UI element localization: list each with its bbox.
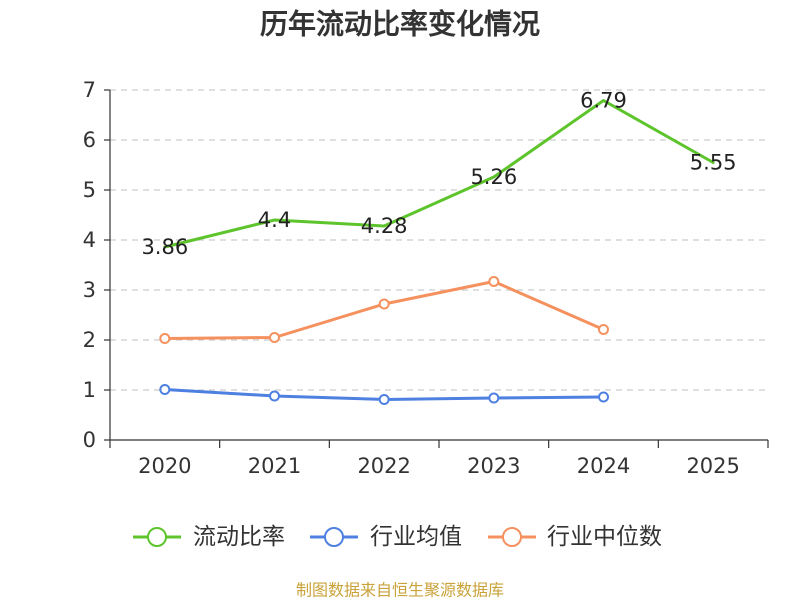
legend-item-1[interactable]: 行业均值	[310, 524, 462, 550]
x-tick-label: 2022	[357, 454, 410, 478]
axes: 0 1 2 3 4 5 6 7 2020 2021 2022 2023 2024 2025	[83, 78, 769, 478]
series-1-point-2022[interactable]	[378, 394, 390, 405]
series-lines	[159, 99, 715, 405]
y-tick-label: 1	[83, 378, 96, 402]
legend-label: 流动比率	[193, 524, 285, 550]
gridlines	[110, 89, 768, 391]
y-tick-label: 3	[83, 278, 96, 302]
legend-item-0[interactable]: 流动比率	[133, 524, 285, 550]
legend-circle-icon	[324, 527, 344, 547]
y-tick-label: 6	[83, 128, 96, 152]
data-label-2025: 5.55	[690, 151, 737, 175]
source-note: 制图数据来自恒生聚源数据库	[296, 581, 504, 600]
series-2-point-2020[interactable]	[159, 333, 171, 344]
chart-title: 历年流动比率变化情况	[260, 8, 540, 41]
x-tick-label: 2023	[467, 454, 520, 478]
y-tick-label: 0	[83, 428, 96, 452]
x-tick-label: 2024	[577, 454, 630, 478]
data-label-2023: 5.26	[470, 165, 517, 189]
series-2-point-2022[interactable]	[378, 298, 390, 310]
series-1-point-2021[interactable]	[269, 390, 280, 402]
legend-circle-icon	[502, 527, 522, 547]
x-tick-label: 2025	[686, 454, 739, 478]
series-1-point-2023[interactable]	[488, 392, 500, 404]
series-2-point-2021[interactable]	[269, 332, 280, 343]
legend-label: 行业中位数	[547, 524, 662, 550]
series-1-point-2020[interactable]	[159, 384, 171, 395]
y-tick-label: 4	[83, 228, 96, 252]
data-label-2022: 4.28	[361, 214, 408, 238]
series-line-2	[163, 280, 605, 340]
y-tick-label: 5	[83, 178, 96, 202]
series-1-point-2024[interactable]	[598, 391, 609, 403]
series-2-point-2024[interactable]	[598, 324, 609, 335]
legend-item-2[interactable]: 行业中位数	[488, 524, 662, 550]
y-tick-label: 2	[83, 328, 96, 352]
legend-circle-icon	[147, 527, 167, 547]
x-tick-label: 2021	[248, 454, 301, 478]
data-label-2021: 4.4	[258, 208, 291, 232]
series-2-point-2023[interactable]	[488, 276, 500, 287]
data-label-2020: 3.86	[141, 235, 188, 259]
y-tick-label: 7	[83, 78, 96, 102]
data-labels: 3.86 4.4 4.28 5.26 6.79 5.55	[141, 89, 736, 260]
legend: 流动比率 行业均值 行业中位数	[133, 524, 662, 550]
data-label-2024: 6.79	[580, 89, 627, 113]
legend-label: 行业均值	[370, 524, 462, 550]
x-tick-label: 2020	[138, 454, 191, 478]
series-line-0	[163, 99, 715, 249]
